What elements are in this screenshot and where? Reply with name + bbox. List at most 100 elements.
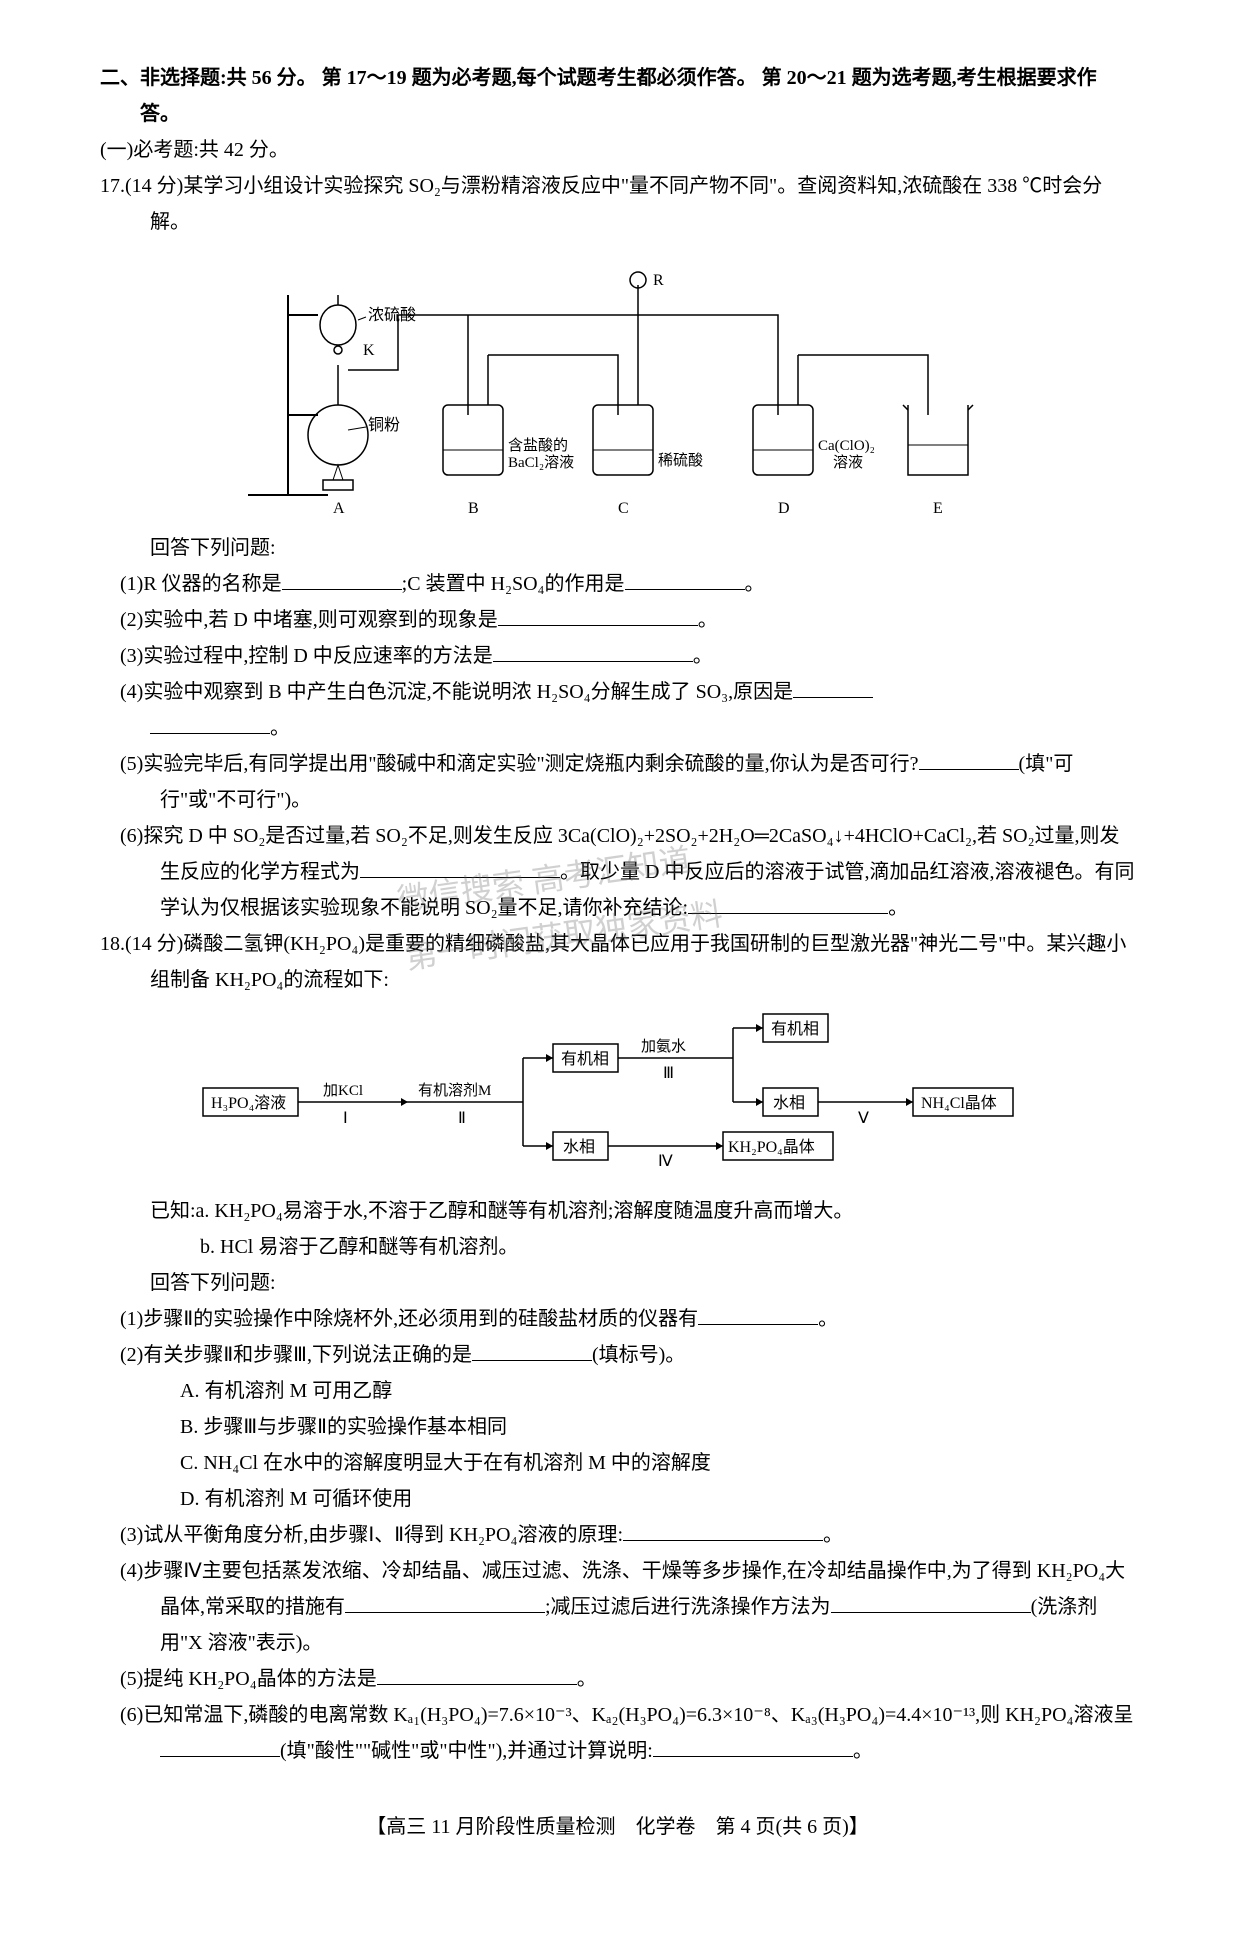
q17-p5: (5)实验完毕后,有同学提出用"酸碱中和滴定实验"测定烧瓶内剩余硫酸的量,你认为…: [100, 746, 1135, 818]
svg-text:水相: 水相: [563, 1138, 595, 1156]
q17-p1: (1)R 仪器的名称是;C 装置中 H₂SO₄的作用是。: [100, 566, 1135, 602]
q18-p2: (2)有关步骤Ⅱ和步骤Ⅲ,下列说法正确的是 (填标号)。: [100, 1337, 1135, 1373]
q17-p2-text: (2)实验中,若 D 中堵塞,则可观察到的现象是: [120, 609, 498, 631]
svg-text:Ⅳ: Ⅳ: [658, 1153, 673, 1170]
q18-prompt: 回答下列问题:: [100, 1265, 1135, 1301]
q17-p4: (4)实验中观察到 B 中产生白色沉淀,不能说明浓 H₂SO₄分解生成了 SO₃…: [100, 674, 1135, 710]
q18-known-a: 已知:a. KH₂PO₄易溶于水,不溶于乙醇和醚等有机溶剂;溶解度随温度升高而增…: [100, 1193, 1135, 1229]
q18-p6c: 。: [853, 1740, 873, 1762]
svg-text:Ⅱ: Ⅱ: [458, 1110, 466, 1127]
blank: [282, 570, 402, 590]
svg-text:稀硫酸: 稀硫酸: [658, 452, 703, 469]
q17-p1c: 。: [745, 573, 765, 595]
q17-p3-text: (3)实验过程中,控制 D 中反应速率的方法是: [120, 645, 493, 667]
blank: [150, 714, 270, 734]
q18-intro: 18.(14 分)磷酸二氢钾(KH₂PO₄)是重要的精细磷酸盐,其大晶体已应用于…: [100, 926, 1135, 998]
q18-p6b-text: (填"酸性""碱性"或"中性"),并通过计算说明:: [280, 1740, 653, 1762]
svg-text:含盐酸的: 含盐酸的: [508, 437, 568, 454]
blank: [623, 1540, 823, 1541]
q18-text: 磷酸二氢钾(KH₂PO₄)是重要的精细磷酸盐,其大晶体已应用于我国研制的巨型激光…: [150, 933, 1126, 991]
blank: [160, 1737, 280, 1757]
blank: [345, 1612, 545, 1613]
flow-svg: H₃PO₄溶液 加KCl Ⅰ 有机溶剂M Ⅱ 有机相 加氨水 Ⅲ 有机相 水相: [193, 1013, 1043, 1178]
blank: [688, 913, 888, 914]
q18-p2-text: (2)有关步骤Ⅱ和步骤Ⅲ,下列说法正确的是: [120, 1344, 472, 1366]
q18-p4: (4)步骤Ⅳ主要包括蒸发浓缩、冷却结晶、减压过滤、洗涤、干燥等多步操作,在冷却结…: [100, 1553, 1135, 1661]
q18-p3b: 。: [823, 1524, 843, 1546]
q18-p2-optA: A. 有机溶剂 M 可用乙醇: [100, 1373, 1135, 1409]
q17-p6c: 。: [888, 897, 908, 919]
subsection-header: (一)必考题:共 42 分。: [100, 132, 1135, 168]
blank: [360, 877, 560, 878]
q17-p3b: 。: [693, 645, 713, 667]
apparatus-svg: 浓硫酸 K 铜粉 A R 含盐酸的 BaCl₂溶液 B 稀硫酸 C: [218, 255, 1018, 515]
q17-p1b-text: ;C 装置中 H₂SO₄的作用是: [402, 573, 625, 595]
svg-text:A: A: [333, 500, 345, 515]
svg-text:NH₄Cl晶体: NH₄Cl晶体: [921, 1094, 997, 1112]
q17-p3: (3)实验过程中,控制 D 中反应速率的方法是 。: [100, 638, 1135, 674]
q18-p4b-text: ;减压过滤后进行洗涤操作方法为: [545, 1596, 831, 1618]
svg-text:K: K: [363, 342, 375, 359]
blank: [377, 1684, 577, 1685]
q17-p2: (2)实验中,若 D 中堵塞,则可观察到的现象是 。: [100, 602, 1135, 638]
blank: [498, 625, 698, 626]
q18-p5b: 。: [577, 1668, 597, 1690]
q17-p5-text: (5)实验完毕后,有同学提出用"酸碱中和滴定实验"测定烧瓶内剩余硫酸的量,你认为…: [120, 753, 919, 775]
svg-text:水相: 水相: [773, 1094, 805, 1112]
q17-p4b: 。: [270, 717, 290, 739]
q18-p3: (3)试从平衡角度分析,由步骤Ⅰ、Ⅱ得到 KH₂PO₄溶液的原理: 。: [100, 1517, 1135, 1553]
svg-text:Ⅲ: Ⅲ: [663, 1065, 674, 1082]
q18-known-b: b. HCl 易溶于乙醇和醚等有机溶剂。: [100, 1229, 1135, 1265]
svg-text:有机溶剂M: 有机溶剂M: [418, 1082, 491, 1099]
blank: [919, 750, 1019, 770]
q18-p6: (6)已知常温下,磷酸的电离常数 Kₐ₁(H₃PO₄)=7.6×10⁻³、Kₐ₂…: [100, 1697, 1135, 1769]
q18-p1b: 。: [818, 1308, 838, 1330]
q18-number: 18.: [100, 933, 125, 955]
q18-p2b: (填标号)。: [592, 1344, 685, 1366]
page-footer: 【高三 11 月阶段性质量检测 化学卷 第 4 页(共 6 页)】: [100, 1809, 1135, 1845]
svg-text:加KCl: 加KCl: [323, 1082, 363, 1099]
q17-number: 17.: [100, 175, 125, 197]
svg-text:D: D: [778, 500, 790, 515]
svg-text:溶液: 溶液: [833, 454, 863, 471]
q18-p5-text: (5)提纯 KH₂PO₄晶体的方法是: [120, 1668, 377, 1690]
blank: [493, 661, 693, 662]
svg-text:有机相: 有机相: [771, 1020, 819, 1038]
q17-intro: 17.(14 分)某学习小组设计实验探究 SO₂与漂粉精溶液反应中"量不同产物不…: [100, 168, 1135, 240]
section-header: 二、非选择题:共 56 分。 第 17～19 题为必考题,每个试题考生都必须作答…: [100, 60, 1135, 132]
blank: [472, 1341, 592, 1361]
blank: [653, 1756, 853, 1757]
blank: [831, 1612, 1031, 1613]
q18-p1-text: (1)步骤Ⅱ的实验操作中除烧杯外,还必须用到的硅酸盐材质的仪器有: [120, 1308, 698, 1330]
svg-text:KH₂PO₄晶体: KH₂PO₄晶体: [728, 1138, 815, 1156]
q18-p6-text: (6)已知常温下,磷酸的电离常数 Kₐ₁(H₃PO₄)=7.6×10⁻³、Kₐ₂…: [120, 1704, 1134, 1726]
q18-p5: (5)提纯 KH₂PO₄晶体的方法是 。: [100, 1661, 1135, 1697]
svg-text:有机相: 有机相: [561, 1050, 609, 1068]
q18-p2-optB: B. 步骤Ⅲ与步骤Ⅱ的实验操作基本相同: [100, 1409, 1135, 1445]
svg-text:铜粉: 铜粉: [368, 416, 400, 434]
blank: [625, 570, 745, 590]
blank: [698, 1305, 818, 1325]
q18-p2-optC: C. NH₄Cl 在水中的溶解度明显大于在有机溶剂 M 中的溶解度: [100, 1445, 1135, 1481]
svg-text:C: C: [618, 500, 629, 515]
svg-text:E: E: [933, 500, 943, 515]
svg-text:加氨水: 加氨水: [641, 1038, 686, 1055]
blank: [793, 678, 873, 698]
svg-text:H₃PO₄溶液: H₃PO₄溶液: [211, 1094, 286, 1112]
svg-text:BaCl₂溶液: BaCl₂溶液: [508, 454, 574, 471]
q18-p1: (1)步骤Ⅱ的实验操作中除烧杯外,还必须用到的硅酸盐材质的仪器有 。: [100, 1301, 1135, 1337]
svg-text:B: B: [468, 500, 479, 515]
svg-text:Ⅴ: Ⅴ: [858, 1110, 869, 1127]
q17-p4-cont: 。: [100, 710, 1135, 746]
q18-points: (14 分): [125, 933, 183, 955]
q17-p6: (6)探究 D 中 SO₂是否过量,若 SO₂不足,则发生反应 3Ca(ClO)…: [100, 818, 1135, 926]
svg-text:Ⅰ: Ⅰ: [343, 1110, 348, 1127]
q18-p2-optD: D. 有机溶剂 M 可循环使用: [100, 1481, 1135, 1517]
q18-p3-text: (3)试从平衡角度分析,由步骤Ⅰ、Ⅱ得到 KH₂PO₄溶液的原理:: [120, 1524, 623, 1546]
q17-diagram: 浓硫酸 K 铜粉 A R 含盐酸的 BaCl₂溶液 B 稀硫酸 C: [100, 255, 1135, 515]
svg-text:Ca(ClO)₂: Ca(ClO)₂: [818, 438, 875, 454]
q17-points: (14 分): [125, 175, 183, 197]
q18-flow-diagram: H₃PO₄溶液 加KCl Ⅰ 有机溶剂M Ⅱ 有机相 加氨水 Ⅲ 有机相 水相: [100, 1013, 1135, 1178]
q17-text: 某学习小组设计实验探究 SO₂与漂粉精溶液反应中"量不同产物不同"。查阅资料知,…: [150, 175, 1102, 233]
q17-p2b: 。: [698, 609, 718, 631]
